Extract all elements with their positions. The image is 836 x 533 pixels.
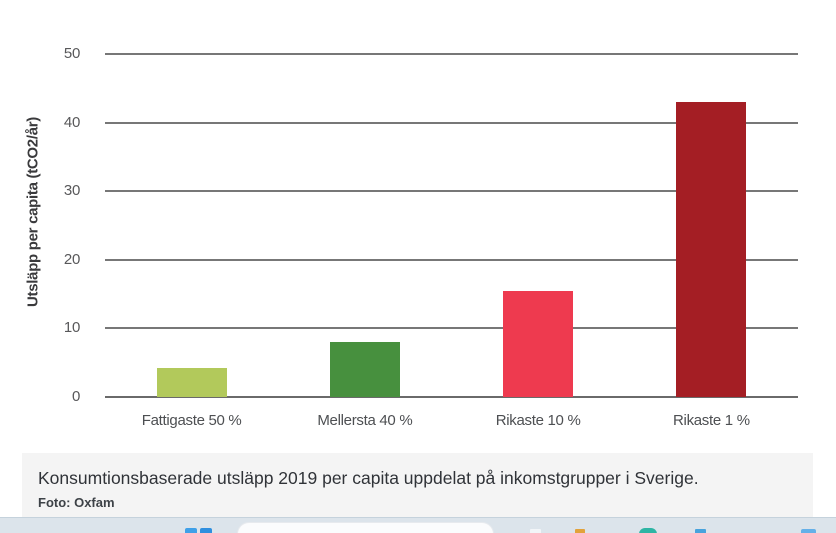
taskbar-app-icon-teal[interactable] <box>639 528 657 533</box>
gridline-y-40 <box>105 121 798 124</box>
start-icon[interactable] <box>185 528 197 533</box>
y-tick-30: 30 <box>63 182 80 200</box>
x-category-label-4: Rikaste 1 % <box>673 412 750 429</box>
start-icon[interactable] <box>200 528 212 533</box>
taskbar-app-icon-blue[interactable] <box>695 529 706 533</box>
taskbar-app-icon-blue-2[interactable] <box>801 529 816 533</box>
taskbar-search-input[interactable] <box>237 522 494 533</box>
gridline-y-50 <box>105 53 798 55</box>
y-tick-50: 50 <box>63 45 80 62</box>
figure-caption: Konsumtionsbaserade utsläpp 2019 per cap… <box>38 468 699 488</box>
bar-1 <box>156 367 227 397</box>
bar-4 <box>676 102 747 397</box>
bar-chart: Utsläpp per capita (tCO2/år) 0 10 20 30 40 50… <box>24 45 798 429</box>
x-category-label-1: Fattigaste 50 % <box>141 412 242 429</box>
taskbar-app-icon-white[interactable] <box>530 529 541 533</box>
y-tick-0: 0 <box>71 388 80 405</box>
figure-caption-box: Konsumtionsbaserade utsläpp 2019 per cap… <box>22 453 813 517</box>
gridline-y-30 <box>105 190 798 193</box>
x-category-label-3: Rikaste 10 % <box>495 412 581 429</box>
y-tick-40: 40 <box>63 113 80 131</box>
photo-credit: Foto: Oxfam <box>38 495 115 510</box>
gridline-y-20 <box>105 258 798 261</box>
taskbar-app-icon-orange[interactable] <box>575 529 585 533</box>
gridline-y-0 <box>105 396 798 398</box>
y-tick-10: 10 <box>63 319 80 337</box>
y-tick-20: 20 <box>63 250 80 268</box>
bar-2 <box>329 342 400 397</box>
x-category-label-2: Mellersta 40 % <box>317 412 413 429</box>
y-axis-title: Utsläpp per capita (tCO2/år) <box>24 117 42 307</box>
gridline-y-10 <box>105 327 798 330</box>
bar-3 <box>503 290 574 397</box>
taskbar <box>0 517 836 533</box>
